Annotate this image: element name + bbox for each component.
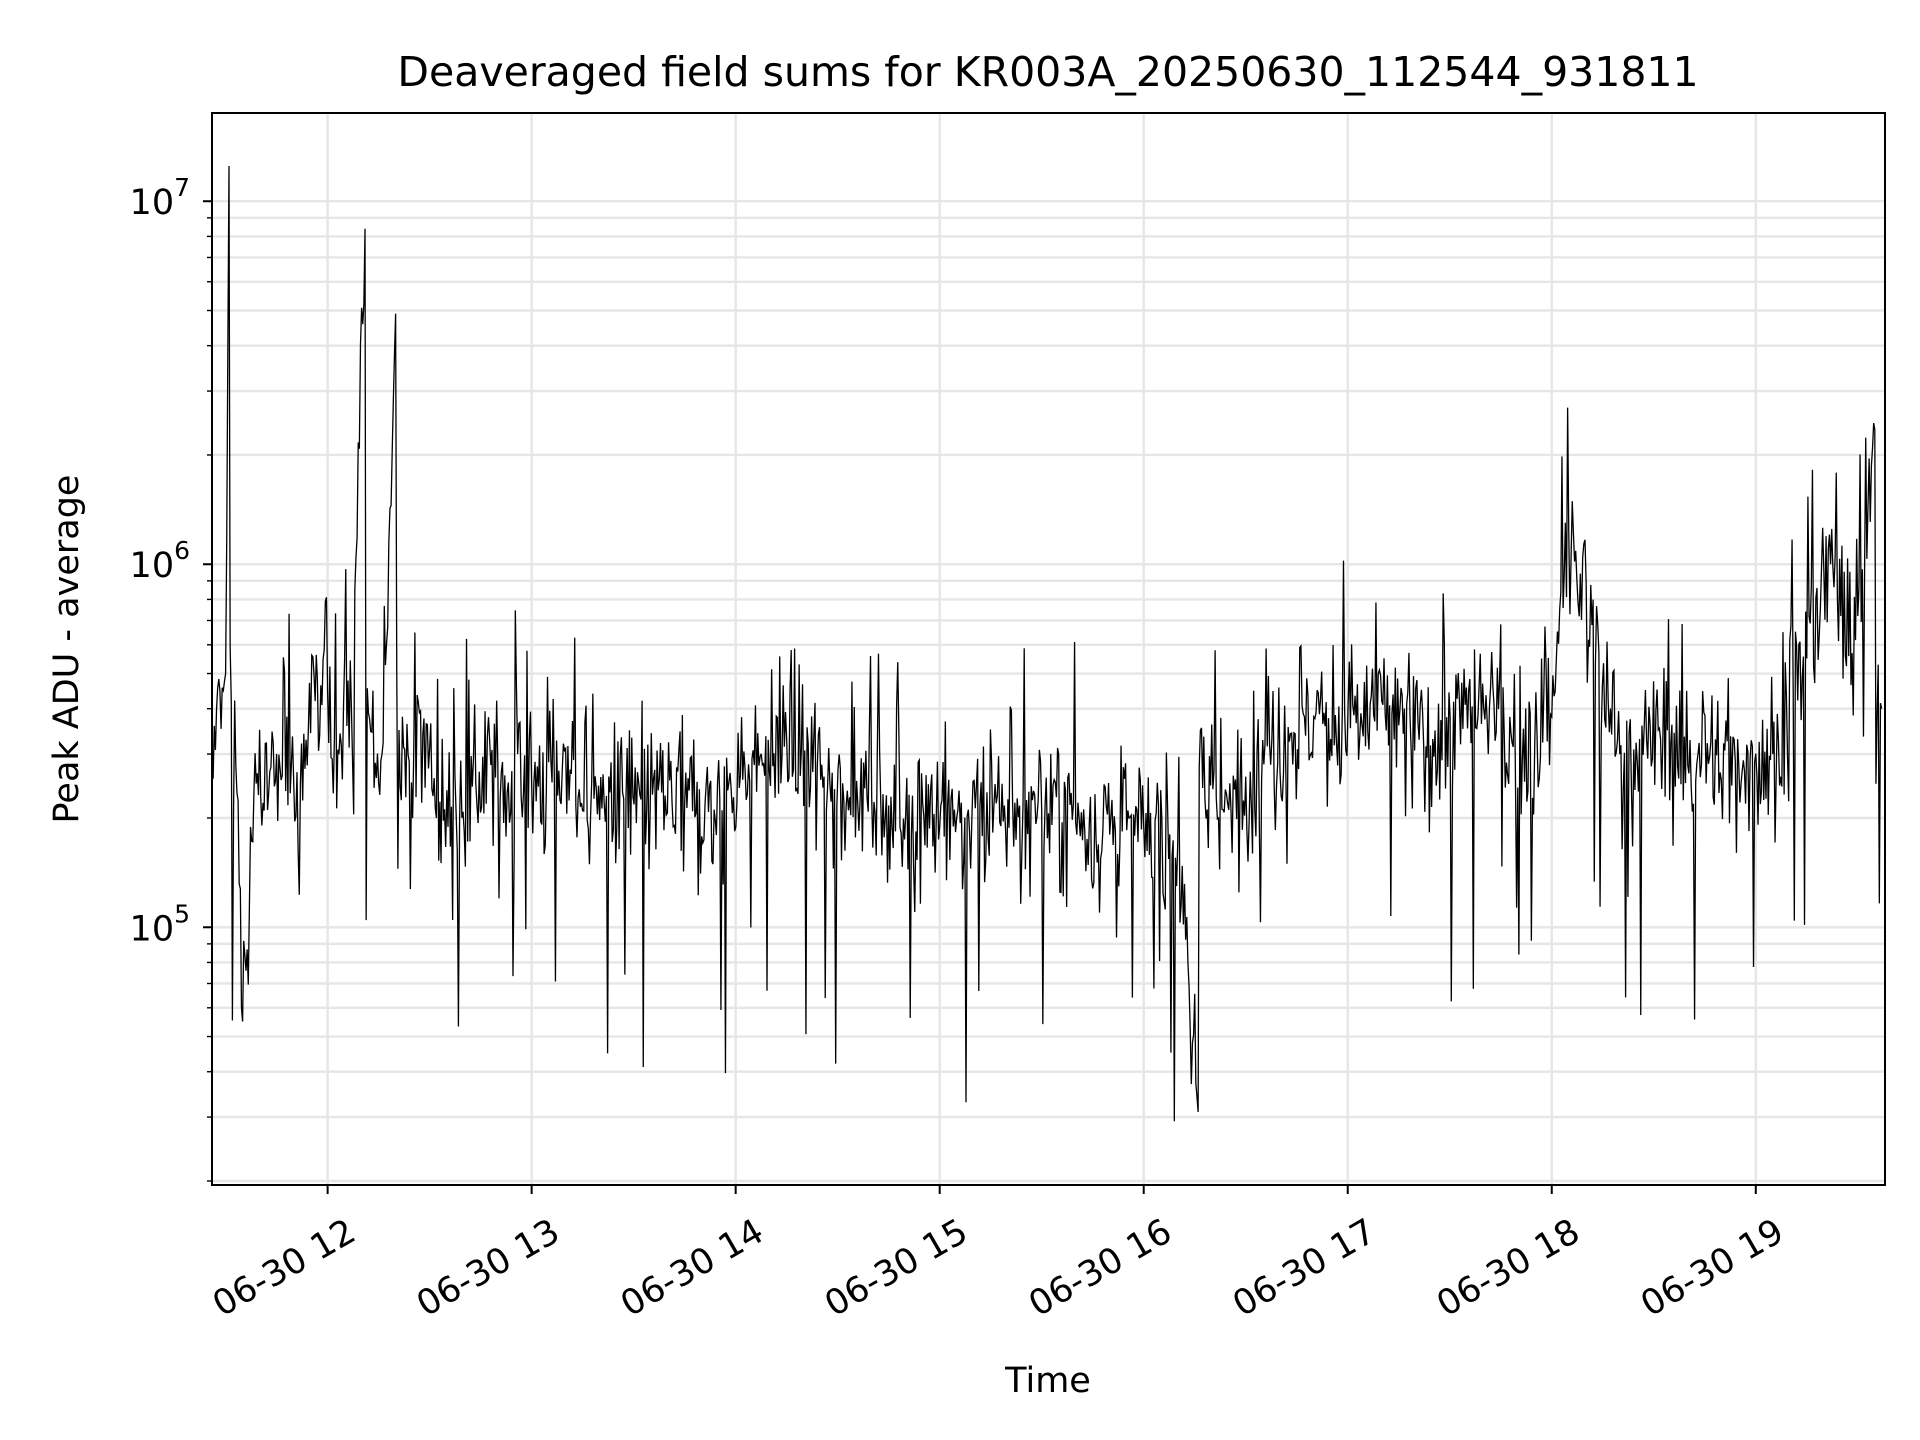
y-tick-label: 106 <box>130 536 190 586</box>
plot-frame <box>211 112 1886 1186</box>
y-axis-ticks: 105 106 107 <box>130 173 212 1182</box>
plot-area <box>212 166 1883 1122</box>
y-tick-label: 105 <box>130 899 190 949</box>
x-axis-label: Time <box>1004 1361 1091 1401</box>
y-axis-label: Peak ADU - average <box>47 475 87 824</box>
chart-title: Deaveraged field sums for KR003A_2025063… <box>397 48 1698 96</box>
data-series-line <box>212 166 1883 1122</box>
y-tick-label: 107 <box>130 173 190 223</box>
